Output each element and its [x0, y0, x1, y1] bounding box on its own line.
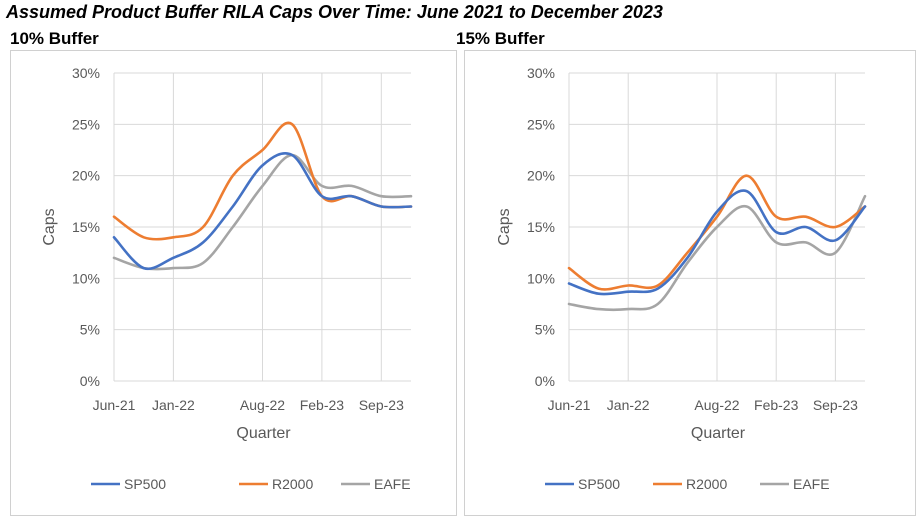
x-axis-title: Quarter: [236, 425, 291, 442]
x-tick-label: Sep-23: [813, 397, 858, 413]
y-tick-label: 0%: [535, 373, 555, 389]
y-tick-label: 10%: [72, 270, 100, 286]
legend-label-sp500: SP500: [124, 476, 166, 492]
series-line-sp500: [567, 189, 867, 296]
series-line-r2000: [567, 174, 867, 291]
x-tick-label: Sep-23: [359, 397, 404, 413]
y-tick-label: 15%: [72, 219, 100, 235]
x-tick-label: Feb-23: [300, 397, 345, 413]
y-tick-label: 20%: [527, 168, 555, 184]
x-tick-label: Jun-21: [93, 397, 136, 413]
legend-label-r2000: R2000: [686, 476, 727, 492]
line-chart-15-buffer: 0% 5% 10% 15% 20% 25% 30% Jun-21 Jan-22 Aug-22 Feb…: [496, 65, 867, 492]
series-line-eafe: [567, 194, 867, 312]
y-axis-title: Caps: [41, 208, 58, 245]
x-axis-title: Quarter: [691, 425, 746, 442]
series-line-sp500: [112, 152, 413, 271]
y-tick-label: 15%: [527, 219, 555, 235]
y-tick-label: 0%: [80, 373, 100, 389]
line-chart-10-buffer: 0% 5% 10% 15% 20% 25% 30% Jun-21 Jan-22 Aug-22 Feb…: [41, 65, 413, 492]
y-tick-label: 25%: [72, 116, 100, 132]
x-tick-label: Jan-22: [607, 397, 650, 413]
legend-label-eafe: EAFE: [374, 476, 411, 492]
y-tick-label: 25%: [527, 116, 555, 132]
x-tick-label: Aug-22: [240, 397, 285, 413]
legend-label-r2000: R2000: [272, 476, 313, 492]
y-tick-label: 10%: [527, 270, 555, 286]
panel-title-10-buffer: 10% Buffer: [10, 29, 99, 48]
chart-main-title: Assumed Product Buffer RILA Caps Over Ti…: [6, 2, 663, 22]
panel-title-15-buffer: 15% Buffer: [456, 29, 545, 48]
x-tick-label: Jun-21: [548, 397, 591, 413]
x-tick-label: Aug-22: [694, 397, 739, 413]
legend-label-eafe: EAFE: [793, 476, 830, 492]
chart-panel-15-buffer: 0% 5% 10% 15% 20% 25% 30% Jun-21 Jan-22 Aug-22 Feb…: [464, 50, 916, 516]
y-tick-label: 5%: [80, 322, 100, 338]
chart-panel-10-buffer: 0% 5% 10% 15% 20% 25% 30% Jun-21 Jan-22 Aug-22 Feb…: [10, 50, 457, 516]
x-tick-label: Jan-22: [152, 397, 195, 413]
y-tick-label: 30%: [72, 65, 100, 81]
y-tick-label: 5%: [535, 322, 555, 338]
legend-label-sp500: SP500: [578, 476, 620, 492]
y-tick-label: 30%: [527, 65, 555, 81]
x-tick-label: Feb-23: [754, 397, 799, 413]
series-line-eafe: [112, 153, 413, 271]
y-tick-label: 20%: [72, 168, 100, 184]
y-axis-title: Caps: [496, 208, 513, 245]
